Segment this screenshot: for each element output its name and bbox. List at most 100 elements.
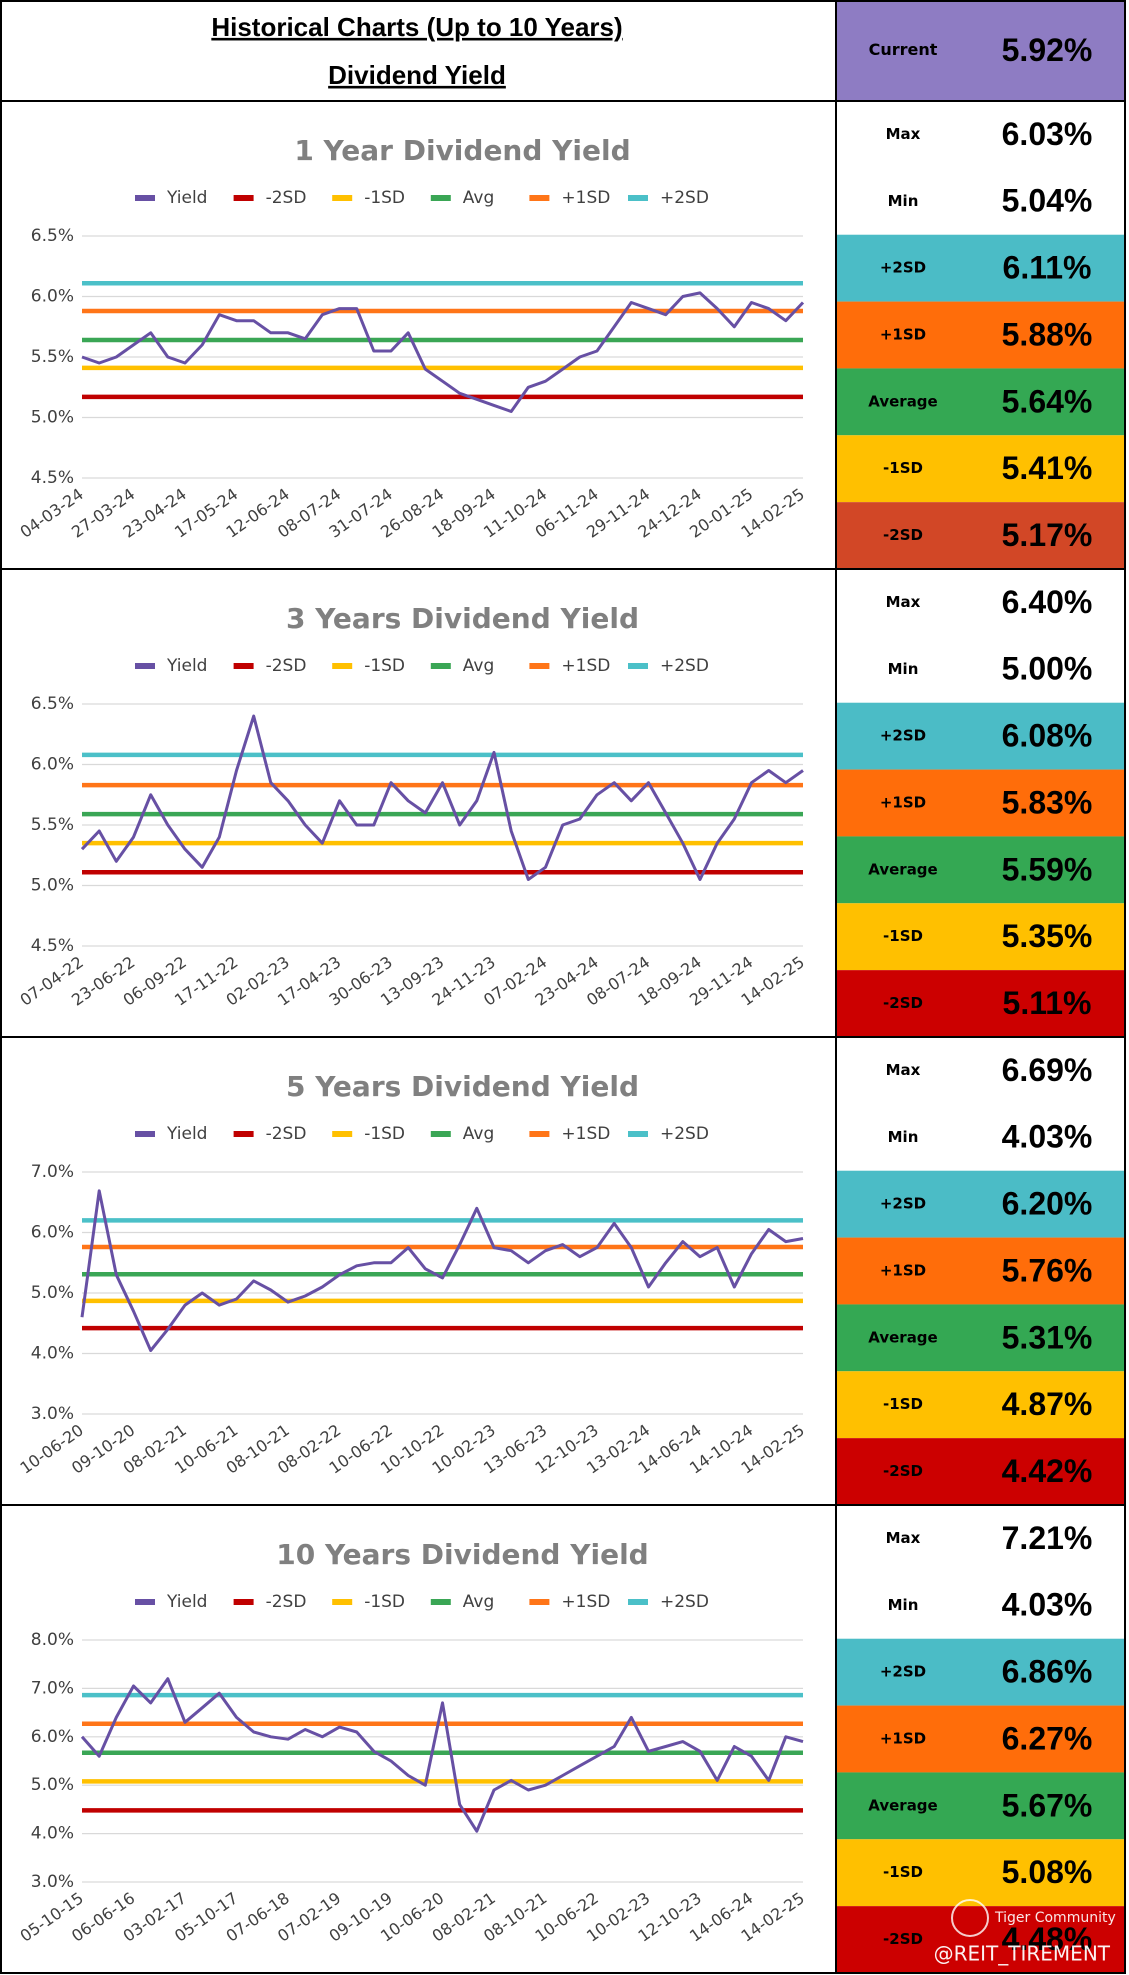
legend-label: Yield: [166, 1124, 207, 1144]
stat-cell: [836, 1705, 1125, 1773]
stat-label: Min: [888, 660, 919, 678]
stat-cell: [836, 1906, 1125, 1973]
stat-label: -2SD: [883, 1930, 923, 1948]
yield-line: [81, 291, 805, 413]
stat-value: 6.69%: [1002, 1052, 1093, 1088]
legend-label: +2SD: [660, 1124, 709, 1144]
y-tick-label: 6.0%: [31, 1727, 74, 1747]
stat-label: Min: [888, 192, 919, 210]
y-tick-label: 4.0%: [31, 1344, 74, 1364]
watermark-handle: @REIT_TIREMENT: [934, 1942, 1111, 1966]
stat-label: -1SD: [883, 1395, 923, 1413]
legend-label: +2SD: [660, 1592, 709, 1612]
stat-cell: [836, 435, 1125, 503]
y-tick-label: 6.0%: [31, 1223, 74, 1243]
stat-label: -1SD: [883, 927, 923, 945]
legend-label: Avg: [463, 1124, 495, 1144]
stat-value: 6.27%: [1002, 1720, 1093, 1756]
y-tick-label: 7.0%: [31, 1678, 74, 1698]
stat-label: Average: [868, 1328, 937, 1346]
legend-label: Avg: [463, 656, 495, 676]
legend-label: Yield: [166, 1592, 207, 1612]
stat-label: Max: [886, 1061, 921, 1079]
stat-label: +1SD: [880, 794, 926, 812]
stat-cell: [836, 836, 1125, 904]
stat-value: 5.67%: [1002, 1787, 1093, 1823]
stat-cell: [836, 167, 1125, 235]
stat-cell: [836, 1772, 1125, 1840]
stat-value: 5.31%: [1002, 1319, 1093, 1355]
stat-value: 4.87%: [1002, 1386, 1093, 1422]
stat-cell: [836, 234, 1125, 302]
stat-label: +1SD: [880, 1262, 926, 1280]
stat-cell: [836, 1438, 1125, 1505]
stat-label: -2SD: [883, 1462, 923, 1480]
stat-cell: [836, 1371, 1125, 1439]
y-tick-label: 5.5%: [31, 815, 74, 835]
current-value: 5.92%: [1002, 32, 1093, 68]
y-tick-label: 6.5%: [31, 226, 74, 246]
stat-label: Max: [886, 593, 921, 611]
legend-label: -2SD: [266, 188, 307, 208]
current-label: Current: [869, 40, 938, 59]
y-tick-label: 6.0%: [31, 287, 74, 307]
legend-label: -2SD: [266, 656, 307, 676]
stat-value: 4.42%: [1002, 1453, 1093, 1489]
legend-label: Avg: [463, 1592, 495, 1612]
stat-value: 5.08%: [1002, 1854, 1093, 1890]
stat-cell: [836, 1237, 1125, 1305]
y-tick-label: 6.0%: [31, 755, 74, 775]
y-tick-label: 6.5%: [31, 694, 74, 714]
stat-label: +2SD: [880, 1663, 926, 1681]
stat-label: +2SD: [880, 727, 926, 745]
y-tick-label: 5.0%: [31, 1283, 74, 1303]
legend-label: -2SD: [266, 1124, 307, 1144]
stat-value: 4.48%: [1002, 1921, 1093, 1957]
stat-value: 6.11%: [1003, 250, 1092, 286]
stat-label: Average: [868, 392, 937, 410]
stat-label: +2SD: [880, 1195, 926, 1213]
y-tick-label: 4.5%: [31, 936, 74, 956]
stat-value: 6.40%: [1002, 584, 1093, 620]
stat-cell: [836, 1571, 1125, 1639]
chart-title: 3 Years Dividend Yield: [286, 602, 639, 635]
stat-label: -2SD: [883, 994, 923, 1012]
legend-label: -1SD: [364, 656, 405, 676]
y-tick-label: 7.0%: [31, 1162, 74, 1182]
stat-value: 6.08%: [1002, 718, 1093, 754]
stat-cell: [836, 1037, 1125, 1104]
header-subtitle: Dividend Yield: [328, 60, 506, 90]
stat-label: -2SD: [883, 526, 923, 544]
y-tick-label: 4.5%: [31, 468, 74, 488]
legend-label: +1SD: [561, 188, 610, 208]
stat-cell: [836, 1103, 1125, 1171]
stat-label: Min: [888, 1128, 919, 1146]
legend-label: -2SD: [266, 1592, 307, 1612]
stat-value: 6.86%: [1002, 1654, 1093, 1690]
yield-line: [80, 1189, 804, 1352]
watermark-brand: Tiger Community: [994, 1910, 1116, 1926]
stat-cell: [836, 1505, 1125, 1572]
legend-label: +1SD: [561, 1592, 610, 1612]
stat-cell: [836, 970, 1125, 1037]
stat-label: -1SD: [883, 1863, 923, 1881]
stat-cell: [836, 1304, 1125, 1372]
stat-cell: [836, 702, 1125, 770]
y-tick-label: 5.0%: [31, 876, 74, 896]
y-tick-label: 5.0%: [31, 408, 74, 428]
legend-label: +1SD: [561, 656, 610, 676]
stat-cell: [836, 903, 1125, 971]
stat-value: 5.04%: [1002, 183, 1093, 219]
y-tick-label: 5.5%: [31, 347, 74, 367]
stat-value: 6.03%: [1002, 116, 1093, 152]
stat-label: Max: [886, 125, 921, 143]
yield-line: [80, 1677, 804, 1833]
legend-label: Yield: [166, 656, 207, 676]
y-tick-label: 8.0%: [31, 1630, 74, 1650]
stat-value: 5.35%: [1002, 918, 1093, 954]
legend-label: Avg: [463, 188, 495, 208]
y-tick-label: 3.0%: [31, 1404, 74, 1424]
stat-label: +1SD: [880, 1730, 926, 1748]
